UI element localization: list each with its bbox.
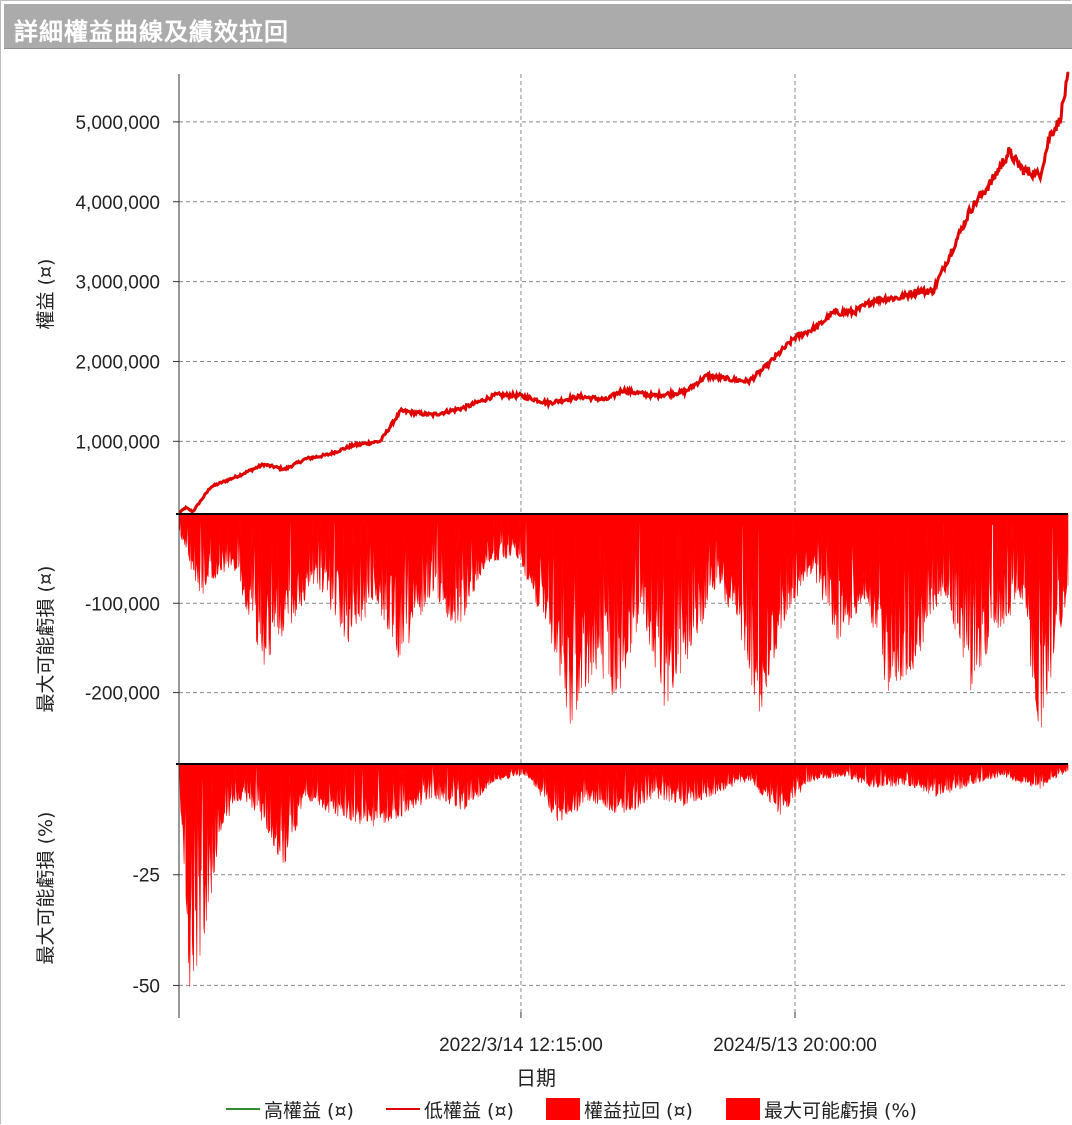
legend-label-equity-drawdown: 權益拉回 (¤) [584, 1099, 693, 1122]
y-axis-label-3: 最大可能虧損 (%) [35, 812, 57, 965]
chart-panel-3: -25 -50 最大可能虧損 (%) [35, 763, 1069, 1012]
window-title: 詳細權益曲線及績效拉回 [14, 18, 289, 46]
chart-area: 1,000,000 2,000,000 3,000,000 4,000,000 5,00… [35, 71, 1070, 1090]
chart-panel-2: -100,000 -200,000 最大可能虧損 (¤) [35, 513, 1069, 764]
y-tick-label: 5,000,000 [75, 113, 160, 134]
y-tick-label: 2,000,000 [75, 352, 160, 373]
title-bar: 詳細權益曲線及績效拉回 [4, 4, 1072, 49]
y-tick-label: -25 [133, 866, 160, 887]
y-tick-label: -200,000 [85, 684, 160, 705]
legend-label-high-equity: 高權益 (¤) [264, 1099, 354, 1122]
legend-item-high-equity: 高權益 (¤) [226, 1096, 354, 1122]
series-low-equity [178, 71, 1070, 515]
series-drawdown-area-2 [178, 763, 1069, 987]
x-axis-label: 日期 [516, 1066, 556, 1090]
x-tick-label: 2024/5/13 20:00:00 [713, 1035, 877, 1056]
y-tick-label: 3,000,000 [75, 273, 160, 294]
legend-swatch-high-equity [226, 1108, 260, 1110]
legend-swatch-low-equity [386, 1108, 420, 1110]
legend-item-max-drawdown-pct: 最大可能虧損 (%) [726, 1096, 917, 1122]
y-tick-label: 4,000,000 [75, 193, 160, 214]
y-axis-label-1: 權益 (¤) [35, 259, 57, 330]
y-tick-label: 1,000,000 [75, 432, 160, 453]
y-tick-label: -50 [133, 976, 160, 997]
legend-label-low-equity: 低權益 (¤) [424, 1099, 514, 1122]
legend-label-max-drawdown-pct: 最大可能虧損 (%) [764, 1099, 917, 1122]
x-tick-label: 2022/3/14 12:15:00 [439, 1035, 603, 1056]
y-axis-label-2: 最大可能虧損 (¤) [35, 566, 57, 713]
y-tick-label: -100,000 [85, 594, 160, 615]
legend: 高權益 (¤) 低權益 (¤) 權益拉回 (¤) 最大可能虧損 (%) [0, 1096, 1072, 1122]
chart-panel-1: 1,000,000 2,000,000 3,000,000 4,000,000 5,00… [35, 71, 1070, 515]
series-drawdown-area-1 [178, 513, 1069, 728]
legend-swatch-equity-drawdown [546, 1098, 580, 1120]
legend-swatch-max-drawdown-pct [726, 1098, 760, 1120]
legend-item-low-equity: 低權益 (¤) [386, 1096, 514, 1122]
legend-item-equity-drawdown: 權益拉回 (¤) [546, 1096, 693, 1122]
